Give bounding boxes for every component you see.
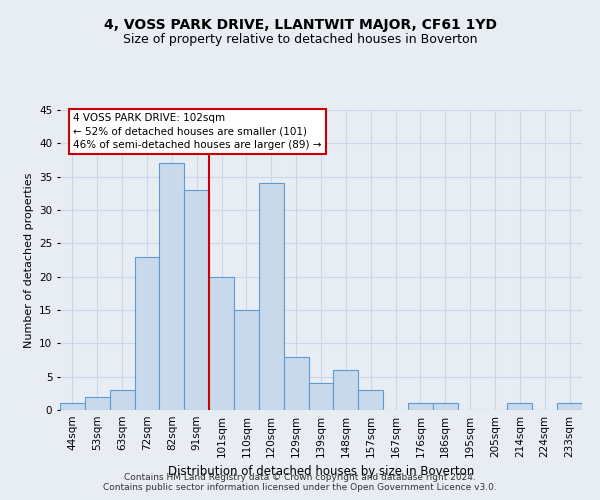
Bar (234, 310, 259, 410)
Text: 4 VOSS PARK DRIVE: 102sqm
← 52% of detached houses are smaller (101)
46% of semi: 4 VOSS PARK DRIVE: 102sqm ← 52% of detac… (73, 114, 322, 150)
Bar (160, 164, 184, 410)
Bar (85, 396, 110, 410)
Text: 4, VOSS PARK DRIVE, LLANTWIT MAJOR, CF61 1YD: 4, VOSS PARK DRIVE, LLANTWIT MAJOR, CF61… (104, 18, 497, 32)
Bar (557, 404, 582, 410)
Bar (308, 384, 334, 410)
Bar (110, 390, 134, 410)
Bar (408, 404, 433, 410)
Y-axis label: Number of detached properties: Number of detached properties (23, 172, 34, 348)
Bar (358, 390, 383, 410)
Bar (259, 184, 284, 410)
Bar (334, 370, 358, 410)
Bar (184, 190, 209, 410)
Bar (134, 256, 160, 410)
Bar (433, 404, 458, 410)
Text: Size of property relative to detached houses in Boverton: Size of property relative to detached ho… (123, 32, 477, 46)
Bar (284, 356, 308, 410)
Bar (60, 404, 85, 410)
Bar (209, 276, 234, 410)
Text: Contains HM Land Registry data © Crown copyright and database right 2024.
Contai: Contains HM Land Registry data © Crown c… (103, 473, 497, 492)
Bar (508, 404, 532, 410)
X-axis label: Distribution of detached houses by size in Boverton: Distribution of detached houses by size … (168, 466, 474, 478)
